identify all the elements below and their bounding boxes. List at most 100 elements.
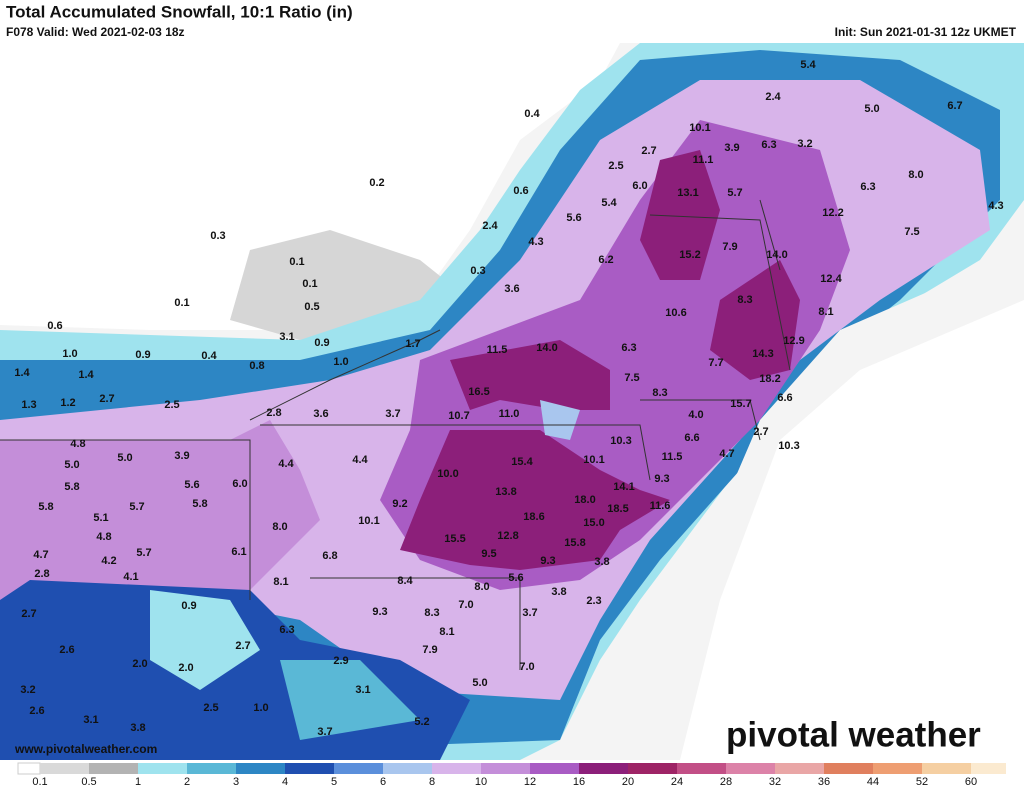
colorbar-swatch [824, 763, 873, 774]
colorbar-swatch [432, 763, 481, 774]
snow-label: 11.5 [487, 344, 508, 356]
snow-label: 0.1 [174, 297, 189, 309]
colorbar-label: 16 [573, 776, 585, 788]
snow-label: 4.3 [528, 236, 543, 248]
valid-time: F078 Valid: Wed 2021-02-03 18z [6, 25, 185, 39]
snow-label: 4.4 [352, 454, 368, 466]
snow-label: 15.4 [511, 456, 533, 468]
colorbar-label: 24 [671, 776, 683, 788]
snow-label: 12.9 [783, 335, 804, 347]
snow-label: 18.2 [759, 373, 780, 385]
snow-label: 9.2 [392, 498, 407, 510]
snow-label: 8.1 [273, 576, 288, 588]
snow-label: 5.7 [727, 187, 742, 199]
snow-label: 0.3 [470, 265, 485, 277]
snow-label: 2.7 [99, 393, 114, 405]
snow-label: 7.9 [422, 644, 437, 656]
snow-label: 4.7 [33, 549, 48, 561]
snow-label: 9.3 [654, 473, 669, 485]
snow-label: 7.7 [708, 357, 723, 369]
snow-label: 6.6 [777, 392, 792, 404]
colorbar-swatch [285, 763, 334, 774]
snow-label: 3.1 [279, 331, 294, 343]
snow-label: 4.0 [688, 409, 703, 421]
colorbar-swatch [334, 763, 383, 774]
snow-label: 9.3 [372, 606, 387, 618]
snow-label: 14.1 [613, 481, 634, 493]
snow-label: 7.0 [458, 599, 473, 611]
map-labels: 5.4 2.4 5.0 6.7 0.4 10.1 3.9 6.3 3.2 11.1 2.7 2.5 8.… [14, 59, 1003, 738]
snow-label: 3.7 [317, 726, 332, 738]
snow-label: 3.7 [522, 607, 537, 619]
snow-label: 11.6 [650, 500, 671, 512]
snow-label: 0.8 [249, 360, 264, 372]
colorbar-label: 32 [769, 776, 781, 788]
snow-label: 2.7 [21, 608, 36, 620]
colorbar-swatch [971, 763, 1006, 774]
snow-label: 2.5 [164, 399, 179, 411]
snow-label: 2.3 [586, 595, 601, 607]
snow-label: 2.0 [132, 658, 147, 670]
snow-label: 6.1 [231, 546, 246, 558]
snow-label: 5.2 [414, 716, 429, 728]
snow-label: 6.3 [860, 181, 875, 193]
borders [0, 199, 791, 670]
snow-label: 10.1 [583, 454, 604, 466]
snow-label: 4.2 [101, 555, 116, 567]
snow-label: 2.7 [235, 640, 250, 652]
snow-label: 6.8 [322, 550, 337, 562]
snow-label: 2.5 [608, 160, 623, 172]
snow-label: 0.6 [47, 320, 62, 332]
snow-label: 10.1 [358, 515, 379, 527]
snow-label: 3.9 [174, 450, 189, 462]
logo-bg [726, 716, 1020, 756]
snow-label: 6.2 [598, 254, 613, 266]
snow-label: 2.4 [765, 91, 781, 103]
snow-label: 5.7 [129, 501, 144, 513]
snow-label: 6.3 [761, 139, 776, 151]
snow-label: 0.2 [369, 177, 384, 189]
snow-label: 11.5 [662, 451, 683, 463]
colorbar-label: 5 [331, 776, 337, 788]
snow-label: 5.4 [601, 197, 617, 209]
snow-label: 5.0 [64, 459, 79, 471]
title: Total Accumulated Snowfall, 10:1 Ratio (… [6, 2, 353, 21]
snow-label: 4.3 [988, 200, 1003, 212]
snow-label: 9.5 [481, 548, 496, 560]
snow-label: 16.5 [468, 386, 489, 398]
colorbar-swatch [530, 763, 579, 774]
snow-label: 4.8 [70, 438, 85, 450]
snow-label: 10.3 [778, 440, 799, 452]
snow-label: 8.1 [439, 626, 454, 638]
snow-label: 5.0 [117, 452, 132, 464]
snow-label: 10.7 [448, 410, 469, 422]
snow-label: 5.0 [864, 103, 879, 115]
snow-label: 0.9 [181, 600, 196, 612]
snow-label: 8.4 [397, 575, 413, 587]
snow-label: 2.6 [59, 644, 74, 656]
colorbar-label: 28 [720, 776, 732, 788]
snow-label: 18.0 [574, 494, 595, 506]
snow-label: 2.9 [333, 655, 348, 667]
colorbar-label: 3 [233, 776, 239, 788]
map-fields [0, 43, 1024, 760]
colorbar-swatch [579, 763, 628, 774]
colorbar-label: 2 [184, 776, 190, 788]
snow-label: 1.2 [60, 397, 75, 409]
snow-label: 5.1 [93, 512, 108, 524]
snow-label: 6.0 [232, 478, 247, 490]
colorbar-swatch [677, 763, 726, 774]
colorbar-swatch [40, 763, 89, 774]
colorbar-swatch [922, 763, 971, 774]
snow-label: 5.0 [472, 677, 487, 689]
snow-label: 9.3 [540, 555, 555, 567]
colorbar-label: 1 [135, 776, 141, 788]
colorbar-label: 6 [380, 776, 386, 788]
colorbar-label: 60 [965, 776, 977, 788]
snow-label: 1.4 [78, 369, 94, 381]
snow-label: 0.5 [304, 301, 319, 313]
snow-label: 5.6 [508, 572, 523, 584]
colorbar-swatch [775, 763, 824, 774]
snow-label: 8.3 [424, 607, 439, 619]
colorbar-swatch [383, 763, 432, 774]
